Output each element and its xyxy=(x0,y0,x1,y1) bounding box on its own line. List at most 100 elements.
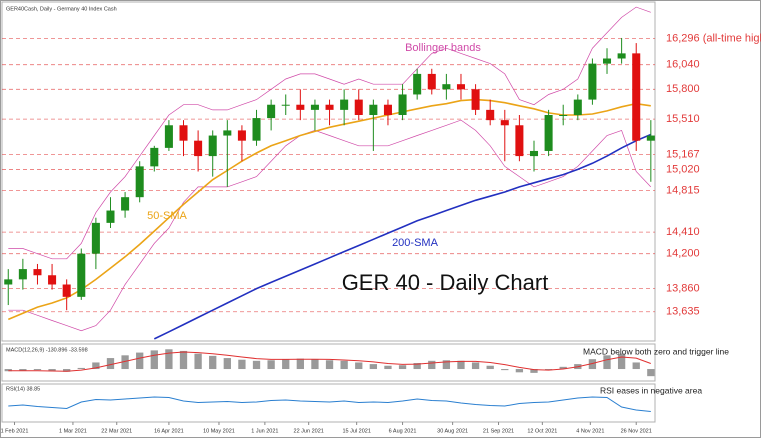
level-label: 14,200 xyxy=(666,248,700,260)
candle-body xyxy=(77,253,86,297)
macd-note: MACD below both zero and trigger line xyxy=(583,346,729,356)
x-tick-label: 16 Apr 2021 xyxy=(154,428,184,434)
macd-bar xyxy=(150,350,158,370)
macd-bar xyxy=(136,352,144,370)
candle-body xyxy=(427,73,436,90)
watermark: GER 40 - Daily Chart xyxy=(342,270,549,295)
macd-bar xyxy=(428,360,436,370)
level-label: 13,860 xyxy=(666,283,700,295)
x-tick-label: 1 Mar 2021 xyxy=(59,428,87,434)
x-tick-label: 26 Nov 2021 xyxy=(621,428,652,434)
macd-panel xyxy=(1,343,656,382)
candle-body xyxy=(442,84,451,90)
macd-bar xyxy=(63,369,71,372)
macd-bar xyxy=(238,359,246,370)
bollinger-lower xyxy=(8,119,652,332)
candle-body xyxy=(164,125,173,148)
candle-body xyxy=(91,222,100,254)
candle-body xyxy=(121,197,130,211)
macd-bar xyxy=(559,366,567,370)
macd-bar xyxy=(369,364,378,370)
candle-body xyxy=(646,135,655,141)
candle-body xyxy=(383,104,392,115)
candle-body xyxy=(223,130,232,136)
sma-line xyxy=(7,98,651,321)
candle-body xyxy=(632,53,641,141)
macd-bar xyxy=(603,355,611,370)
macd-bar xyxy=(48,369,56,372)
macd-bar xyxy=(457,360,465,370)
macd-bar xyxy=(647,369,655,377)
macd-bar xyxy=(33,369,42,371)
macd-bar xyxy=(442,360,451,370)
level-label: 14,815 xyxy=(666,184,700,196)
level-label: 15,020 xyxy=(666,163,700,175)
macd-bar xyxy=(267,360,275,370)
macd-bar xyxy=(252,360,261,370)
candle-body xyxy=(500,120,509,126)
macd-bar xyxy=(355,362,363,370)
macd-bar xyxy=(588,359,597,370)
main-panel xyxy=(1,1,656,342)
candle-body xyxy=(529,150,539,157)
candle-body xyxy=(369,104,378,115)
macd-bar xyxy=(194,353,202,370)
candle-body xyxy=(194,140,203,157)
candle-body xyxy=(135,166,144,198)
candle-body xyxy=(208,135,217,157)
level-label: 15,167 xyxy=(666,148,700,160)
macd-bar xyxy=(92,362,100,370)
macd-bar xyxy=(398,365,407,370)
macd-bar xyxy=(413,363,421,370)
rsi-panel xyxy=(1,383,656,423)
x-tick-label: 22 Jun 2021 xyxy=(294,428,324,434)
candle-body xyxy=(325,104,334,110)
candle-body xyxy=(354,99,363,115)
candle-body xyxy=(544,115,553,151)
macd-bar xyxy=(515,369,524,373)
candle-body xyxy=(252,118,261,141)
candle-body xyxy=(515,125,524,157)
level-label: 14,410 xyxy=(666,226,700,238)
candle-body xyxy=(398,94,407,115)
candle-body xyxy=(281,104,290,106)
x-tick-label: 30 Aug 2021 xyxy=(437,428,468,434)
bollinger-upper xyxy=(8,6,651,260)
candle-body xyxy=(33,269,42,276)
candle-body xyxy=(18,269,27,280)
macd-bar xyxy=(165,349,173,370)
x-tick-label: 12 Oct 2021 xyxy=(527,428,557,434)
macd-bar xyxy=(617,353,626,370)
x-tick-label: 1 Jun 2021 xyxy=(251,428,278,434)
macd-bar xyxy=(19,369,27,371)
macd-bar xyxy=(325,360,334,370)
macd-bar xyxy=(282,359,290,370)
candle-body xyxy=(456,84,465,90)
level-label: 15,510 xyxy=(666,113,700,125)
rsi-line xyxy=(8,396,651,412)
candle-body xyxy=(62,284,71,297)
rsi-title: RSI(14) 38.85 xyxy=(6,386,40,392)
sma-label: 200-SMA xyxy=(392,237,439,249)
macd-bar xyxy=(106,358,115,370)
macd-bar xyxy=(296,358,304,370)
candle-body xyxy=(617,53,626,59)
candle-body xyxy=(267,104,276,119)
rsi-note: RSI eases in negative area xyxy=(600,385,702,395)
macd-bar xyxy=(77,367,85,370)
macd-bar xyxy=(501,369,509,371)
level-label: 13,635 xyxy=(666,306,700,318)
x-tick-label: 1 Feb 2021 xyxy=(1,428,29,434)
candle-body xyxy=(559,115,568,116)
x-tick-label: 10 May 2021 xyxy=(203,428,235,434)
bollinger-label: Bollinger bands xyxy=(405,42,481,54)
macd-bar xyxy=(632,362,640,370)
candle-body xyxy=(471,89,480,110)
level-label: 16,040 xyxy=(666,59,700,71)
sma-line xyxy=(153,133,652,340)
x-tick-label: 15 Jul 2021 xyxy=(342,428,370,434)
macd-bar xyxy=(340,360,348,370)
chart-title: GER40Cash, Daily - Germany 40 Index Cash xyxy=(6,6,117,12)
macd-bar xyxy=(4,369,12,372)
